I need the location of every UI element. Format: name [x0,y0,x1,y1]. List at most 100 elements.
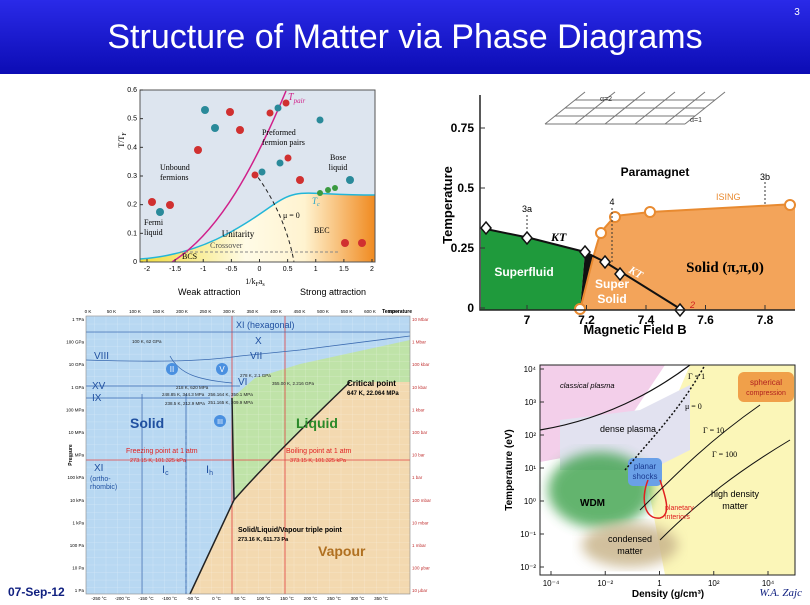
tick-label: 10² [708,579,720,588]
label: V [219,365,225,374]
tick-label: 10² [524,431,536,440]
point-labels: 100 K, 62 GPa 278 K, 2.1 GPa 355.00 K, 2… [132,339,315,406]
tick-label: 0.2 [127,202,137,209]
label: spherical [750,378,782,387]
tick-label: 0.5 [457,181,474,195]
tick-label: 7.2 [578,313,595,327]
label: 100 K, 62 GPa [132,339,162,344]
label: F [255,282,259,288]
label: 251.165 K, 209.9 MPa [208,400,253,405]
tick-label: 100 kPa [67,475,84,480]
tick-label: 10⁻⁴ [543,579,560,588]
label: 218 K, 620 MPa [176,385,209,390]
label: high density [711,489,760,499]
tick-label: -100 °C [162,596,178,601]
label: I [206,464,209,476]
tick-label: 0 [133,259,137,266]
planetary-loop [643,479,668,519]
tick-label: -1.5 [169,266,181,273]
title-bar [0,0,810,74]
tick-label: 0.3 [127,173,137,180]
tick-label: 1 mbar [412,543,427,548]
cut-lines [526,182,766,262]
label: BEC [314,226,330,235]
label: Tpair [288,92,306,105]
ice-labels: XI (hexagonal) X VII VIII VI XV IX II V … [90,320,295,491]
water-diagram: Solid Liquid Vapour Critical point 647 K… [68,309,412,595]
label: Weak attraction [178,287,240,297]
plasma-diagram: classical plasma Γ = 1 μ = 0 spherical c… [504,364,796,600]
tick-label: 10⁴ [524,365,537,374]
tick-label: 200 °C [304,596,319,601]
label: Strong attraction [300,287,366,297]
wdm-region [548,452,652,528]
tick-label: -1 [200,266,206,273]
label: α=2 [600,96,612,103]
label: WDM [580,498,605,509]
tick-label: 10 kPa [70,498,85,503]
grid [86,316,410,594]
tick-label: 10¹ [524,464,536,473]
label: Γ = 10 [703,426,724,435]
tick-label: 0 K [85,309,92,314]
particles [148,99,366,247]
label: 278 K, 2.1 GPa [240,373,271,378]
label: Ih [206,464,213,477]
tick-label: 250 K [200,309,212,314]
tick-label: 400 K [270,309,282,314]
tick-label: 0.1 [127,230,137,237]
y-axis-label: T/TF [117,132,128,148]
label: planetary [665,505,694,512]
label: II [170,365,174,374]
label: shocks [633,472,658,481]
tick-label: 7.8 [757,313,774,327]
tick-label: 100 kbar [412,362,430,367]
tick-label: 50 °C [234,596,246,601]
tpair-curve [171,90,287,263]
tick-label: -0.5 [225,266,237,273]
tick-label: 1 [314,266,318,273]
label: 1/k [245,277,255,286]
tick-label: 0.6 [127,87,137,94]
tick-label: 7.6 [697,313,714,327]
lattice-diagram: α=2 α=1 Paramagnet Superfluid Super Soli… [440,91,796,337]
label: 4 [609,197,614,207]
label: VII [250,351,262,362]
axes [479,95,795,311]
x-axis-label: Temperature [382,309,412,315]
tick-label: 250 °C [327,596,342,601]
label: interiors [665,514,690,521]
label: liquid [329,163,348,172]
label: Boiling point at 1 atm [286,448,352,455]
label: Solid [130,415,164,431]
label: matter [722,501,748,511]
tick-label: 10⁻² [520,563,536,572]
ice-markers [166,363,228,427]
label: Critical point [347,379,396,388]
label: compression [746,390,786,397]
tick-label: 7.4 [638,313,655,327]
label: Paramagnet [621,165,690,179]
label: X [255,336,262,347]
label: XI (hexagonal) [236,320,295,330]
ising-line [579,203,796,311]
region [560,385,690,470]
label: fermions [160,173,188,182]
tick-label: 100 μbar [412,566,430,571]
tick-label: 0 [467,301,474,315]
label: 355.00 K, 2.216 GPa [272,381,315,386]
tick-label: 0 [258,266,262,273]
frame [85,315,411,595]
tick-label: 1 MPa [71,453,85,458]
tick-label: 10 Mbar [412,317,429,322]
label: 373.15 K, 101.325 kPa [290,458,347,464]
tick-label: 450 K [294,309,306,314]
tick-label: 10 mbar [412,520,429,525]
label: Fermi [144,218,164,227]
solid-region [580,204,795,310]
label: α=1 [690,117,702,124]
tick-label: 10 μbar [412,588,428,593]
tick-label: 50 K [107,309,116,314]
label: Tc [312,196,320,208]
